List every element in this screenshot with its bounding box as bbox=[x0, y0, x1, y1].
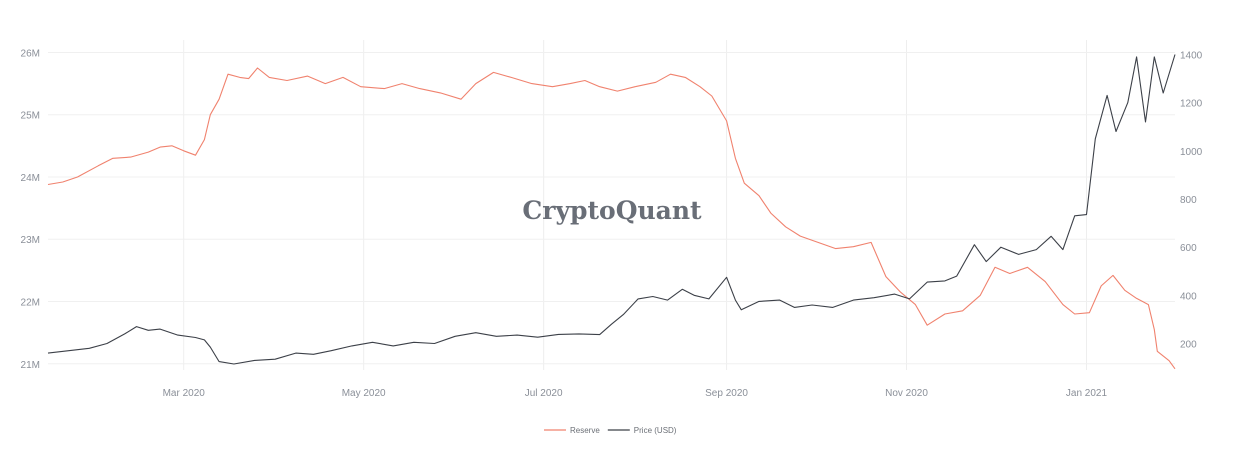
legend-item[interactable]: Reserve bbox=[544, 426, 600, 435]
y-left-tick-label: 26M bbox=[21, 48, 40, 59]
legend-item[interactable]: Price (USD) bbox=[607, 426, 677, 435]
y-right-tick-label: 600 bbox=[1180, 243, 1197, 254]
legend-label: Price (USD) bbox=[634, 426, 677, 435]
x-tick-label: Sep 2020 bbox=[705, 388, 748, 399]
y-right-tick-label: 1000 bbox=[1180, 147, 1203, 158]
series-line-reserve bbox=[47, 67, 1176, 370]
legend-label: Reserve bbox=[570, 426, 600, 435]
x-tick-label: Nov 2020 bbox=[885, 388, 928, 399]
watermark: CryptoQuant bbox=[522, 196, 702, 225]
y-right-tick-label: 1200 bbox=[1180, 99, 1203, 110]
series-lines bbox=[47, 54, 1176, 370]
series-line-price bbox=[47, 54, 1176, 365]
y-right-tick-label: 1400 bbox=[1180, 50, 1203, 61]
y-right-tick-label: 400 bbox=[1180, 291, 1197, 302]
y-right-tick-label: 200 bbox=[1180, 340, 1197, 351]
y-axis-left: 21M 22M 23M 24M 25M 26M bbox=[21, 48, 40, 370]
y-right-tick-label: 800 bbox=[1180, 195, 1197, 206]
y-left-tick-label: 23M bbox=[21, 235, 40, 246]
y-left-tick-label: 21M bbox=[21, 360, 40, 371]
x-tick-label: May 2020 bbox=[342, 388, 386, 399]
y-left-tick-label: 22M bbox=[21, 298, 40, 309]
y-axis-right: 200 400 600 800 1000 1200 1400 bbox=[1180, 50, 1203, 350]
x-axis: Mar 2020 May 2020 Jul 2020 Sep 2020 Nov 2020… bbox=[163, 388, 1108, 399]
x-tick-label: Jan 2021 bbox=[1066, 388, 1108, 399]
y-left-tick-label: 24M bbox=[21, 173, 40, 184]
legend: Reserve Price (USD) bbox=[544, 426, 677, 435]
x-tick-label: Mar 2020 bbox=[163, 388, 206, 399]
y-left-tick-label: 25M bbox=[21, 111, 40, 122]
x-tick-label: Jul 2020 bbox=[525, 388, 563, 399]
